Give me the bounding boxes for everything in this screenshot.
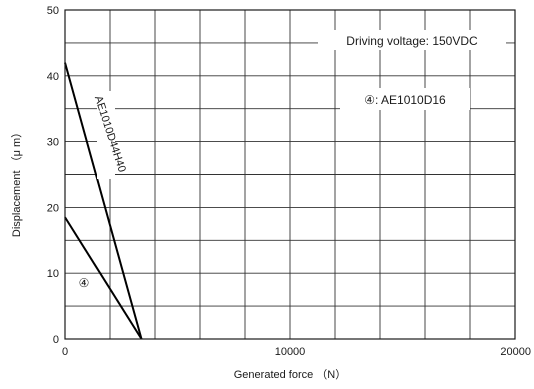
grid [65,10,515,339]
series-line [64,216,143,340]
y-tick-label: 0 [53,334,59,346]
y-tick-label: 20 [47,202,59,214]
series-label-bg [75,276,93,292]
legend-marker-annotation: ④: AE1010D16 [364,93,446,107]
voltage-annotation-bg [318,30,506,50]
x-axis-label: Generated force （N） [234,368,347,381]
y-tick-label: 10 [47,268,59,280]
series-line [64,62,143,340]
voltage-annotation: Driving voltage: 150VDC [346,34,478,48]
tick-labels: 0 10 20 30 40 50 0 10000 20000 [47,5,531,358]
y-tick-label: 30 [47,137,59,149]
annotations: Driving voltage: 150VDC ④: AE1010D16 [318,30,506,110]
y-axis-label: Displacement （μ m） [10,127,23,237]
plot-frame [64,9,516,340]
series-label: ④ [79,276,90,290]
y-tick-label: 50 [47,5,59,17]
series-label-bg [97,91,115,179]
legend-marker-annotation-bg [340,88,470,110]
x-tick-label: 0 [62,346,68,358]
x-tick-label: 10000 [275,346,306,358]
x-tick-label: 20000 [500,346,531,358]
y-tick-label: 40 [47,71,59,83]
